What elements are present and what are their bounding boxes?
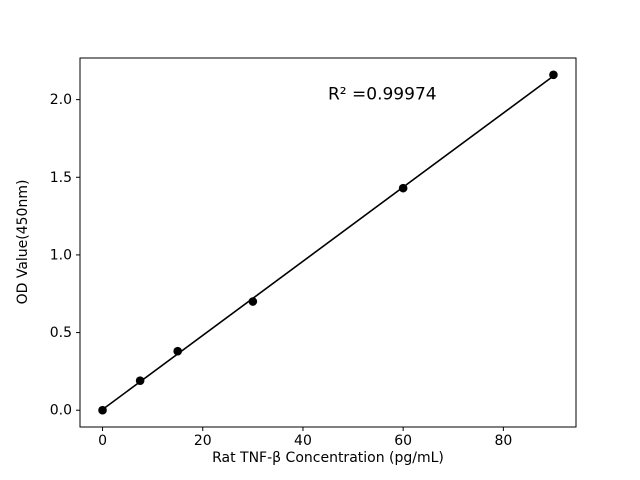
plot-border — [79, 57, 577, 428]
y-tick-label: 0.5 — [50, 325, 72, 341]
data-point — [248, 297, 258, 306]
data-point — [398, 183, 408, 193]
regression-line — [102, 75, 554, 411]
x-tick-label: 20 — [194, 433, 212, 449]
x-axis-ticks: 0 20 40 60 80 — [98, 427, 512, 449]
data-point — [135, 376, 145, 386]
y-tick-label: 1.0 — [50, 247, 72, 263]
y-tick-label: 2.0 — [50, 92, 72, 108]
y-tick-label: 0.0 — [50, 403, 72, 419]
x-tick-label: 0 — [98, 433, 107, 449]
x-tick-label: 80 — [494, 433, 512, 449]
data-points — [98, 70, 558, 415]
y-axis-ticks: 0.0 0.5 1.0 1.5 2.0 — [50, 92, 80, 419]
x-tick-label: 60 — [394, 433, 412, 449]
y-tick-label: 1.5 — [50, 170, 72, 186]
data-point — [98, 405, 107, 415]
data-point — [549, 70, 558, 80]
x-tick-label: 40 — [294, 433, 312, 449]
plot-area: 0 20 40 60 80 0.0 0.5 1.0 1.5 2.0 R² =0.99974 Ra… — [15, 57, 577, 466]
y-axis-label: OD Value(450nm) — [15, 180, 31, 305]
data-point — [173, 346, 182, 356]
r-squared-annotation: R² =0.99974 — [328, 85, 437, 105]
x-axis-label: Rat TNF-β Concentration (pg/mL) — [212, 450, 444, 466]
